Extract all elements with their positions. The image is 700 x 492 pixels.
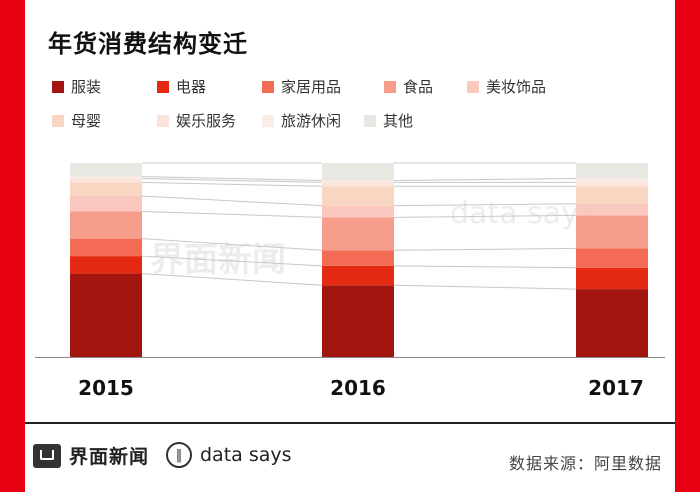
- legend-item-2: 电器: [157, 76, 206, 97]
- bar-segment-2015-6: [70, 182, 142, 196]
- bar-segment-2017-5: [576, 203, 648, 216]
- connector-line: [141, 211, 323, 218]
- legend-item-8: 旅游休闲: [262, 110, 341, 131]
- connector-line: [393, 214, 577, 218]
- x-tick-label: 2015: [78, 376, 134, 400]
- connector-line: [141, 255, 323, 267]
- x-tick-label: 2016: [330, 376, 386, 400]
- bar-segment-2016-7: [322, 182, 394, 187]
- legend-item-9: 其他: [364, 110, 413, 131]
- bar-segment-2015-4: [70, 211, 142, 239]
- legend-label: 娱乐服务: [176, 112, 237, 130]
- bar-segment-2016-3: [322, 250, 394, 266]
- legend-swatch: [262, 80, 274, 93]
- legend-label: 美妆饰品: [486, 78, 547, 96]
- bar-segment-2017-6: [576, 186, 648, 204]
- stacked-bar-chart: 2015 2016 2017: [35, 162, 665, 400]
- chart-title: 年货消费结构变迁: [48, 30, 248, 58]
- legend-label: 服装: [71, 78, 102, 96]
- legend-label: 母婴: [71, 112, 102, 130]
- bar-segment-2016-9: [322, 163, 394, 181]
- bar-segment-2016-1: [322, 285, 394, 357]
- bar-segment-2016-4: [322, 217, 394, 251]
- legend-item-1: 服装: [52, 76, 101, 97]
- bar-segment-2015-5: [70, 195, 142, 212]
- bar-segment-2017-2: [576, 267, 648, 290]
- bar-segment-2016-8: [322, 180, 394, 183]
- legend-swatch: [157, 114, 169, 127]
- connector-line: [393, 247, 577, 251]
- bar-segment-2016-5: [322, 205, 394, 218]
- bar-segment-2017-9: [576, 163, 648, 179]
- legend-item-7: 娱乐服务: [157, 110, 236, 131]
- connector-line: [393, 265, 577, 269]
- watermark-sub-brand: data says: [450, 196, 595, 231]
- bar-segment-2015-2: [70, 256, 142, 274]
- bar-segment-2017-7: [576, 182, 648, 187]
- legend-swatch: [157, 80, 169, 93]
- bar-segment-2017-1: [576, 289, 648, 357]
- bar-segment-2015-8: [70, 176, 142, 179]
- right-red-band: [675, 0, 700, 492]
- connector-line: [141, 273, 323, 286]
- legend-item-5: 美妆饰品: [467, 76, 546, 97]
- legend-swatch: [52, 114, 64, 127]
- data-source: 数据来源：阿里数据: [508, 454, 662, 473]
- bar-segment-2017-4: [576, 215, 648, 249]
- legend-swatch: [262, 114, 274, 127]
- connector-line: [141, 181, 323, 187]
- legend-label: 家居用品: [281, 78, 342, 96]
- legend-swatch: [52, 80, 64, 93]
- legend-item-3: 家居用品: [262, 76, 341, 97]
- connector-line: [393, 203, 577, 207]
- legend-swatch: [384, 80, 396, 93]
- legend-label: 电器: [176, 78, 207, 96]
- bar-segment-2016-2: [322, 265, 394, 286]
- connector-line: [141, 178, 323, 183]
- bar-segment-2016-6: [322, 186, 394, 206]
- footer-brand-name: 界面新闻: [69, 446, 150, 468]
- connector-line: [393, 284, 577, 290]
- footer-data-says-logo: ‖ data says: [166, 442, 292, 468]
- connector-line: [141, 238, 323, 251]
- bar-segment-2015-9: [70, 163, 142, 177]
- legend-label: 食品: [403, 78, 434, 96]
- brand-logo-icon: [33, 443, 61, 468]
- legend-label: 旅游休闲: [281, 112, 342, 130]
- legend-item-6: 母婴: [52, 110, 101, 131]
- x-tick-label: 2017: [588, 376, 644, 400]
- connector-line: [141, 176, 323, 181]
- legend-item-4: 食品: [384, 76, 433, 97]
- connector-line: [141, 195, 323, 207]
- footer-brand-logo: 界面新闻: [33, 442, 149, 469]
- connector-line: [393, 178, 577, 181]
- footer-sub-brand: data says: [200, 444, 292, 466]
- bar-segment-2015-3: [70, 238, 142, 257]
- bar-segment-2017-8: [576, 178, 648, 183]
- legend-swatch: [364, 114, 376, 127]
- data-says-icon: ‖: [166, 442, 192, 468]
- left-red-band: [0, 0, 25, 492]
- legend-label: 其他: [383, 112, 414, 130]
- bar-segment-2015-1: [70, 273, 142, 357]
- bar-segment-2017-3: [576, 248, 648, 268]
- bar-segment-2015-7: [70, 178, 142, 183]
- footer-divider: [25, 422, 675, 424]
- legend-swatch: [467, 80, 479, 93]
